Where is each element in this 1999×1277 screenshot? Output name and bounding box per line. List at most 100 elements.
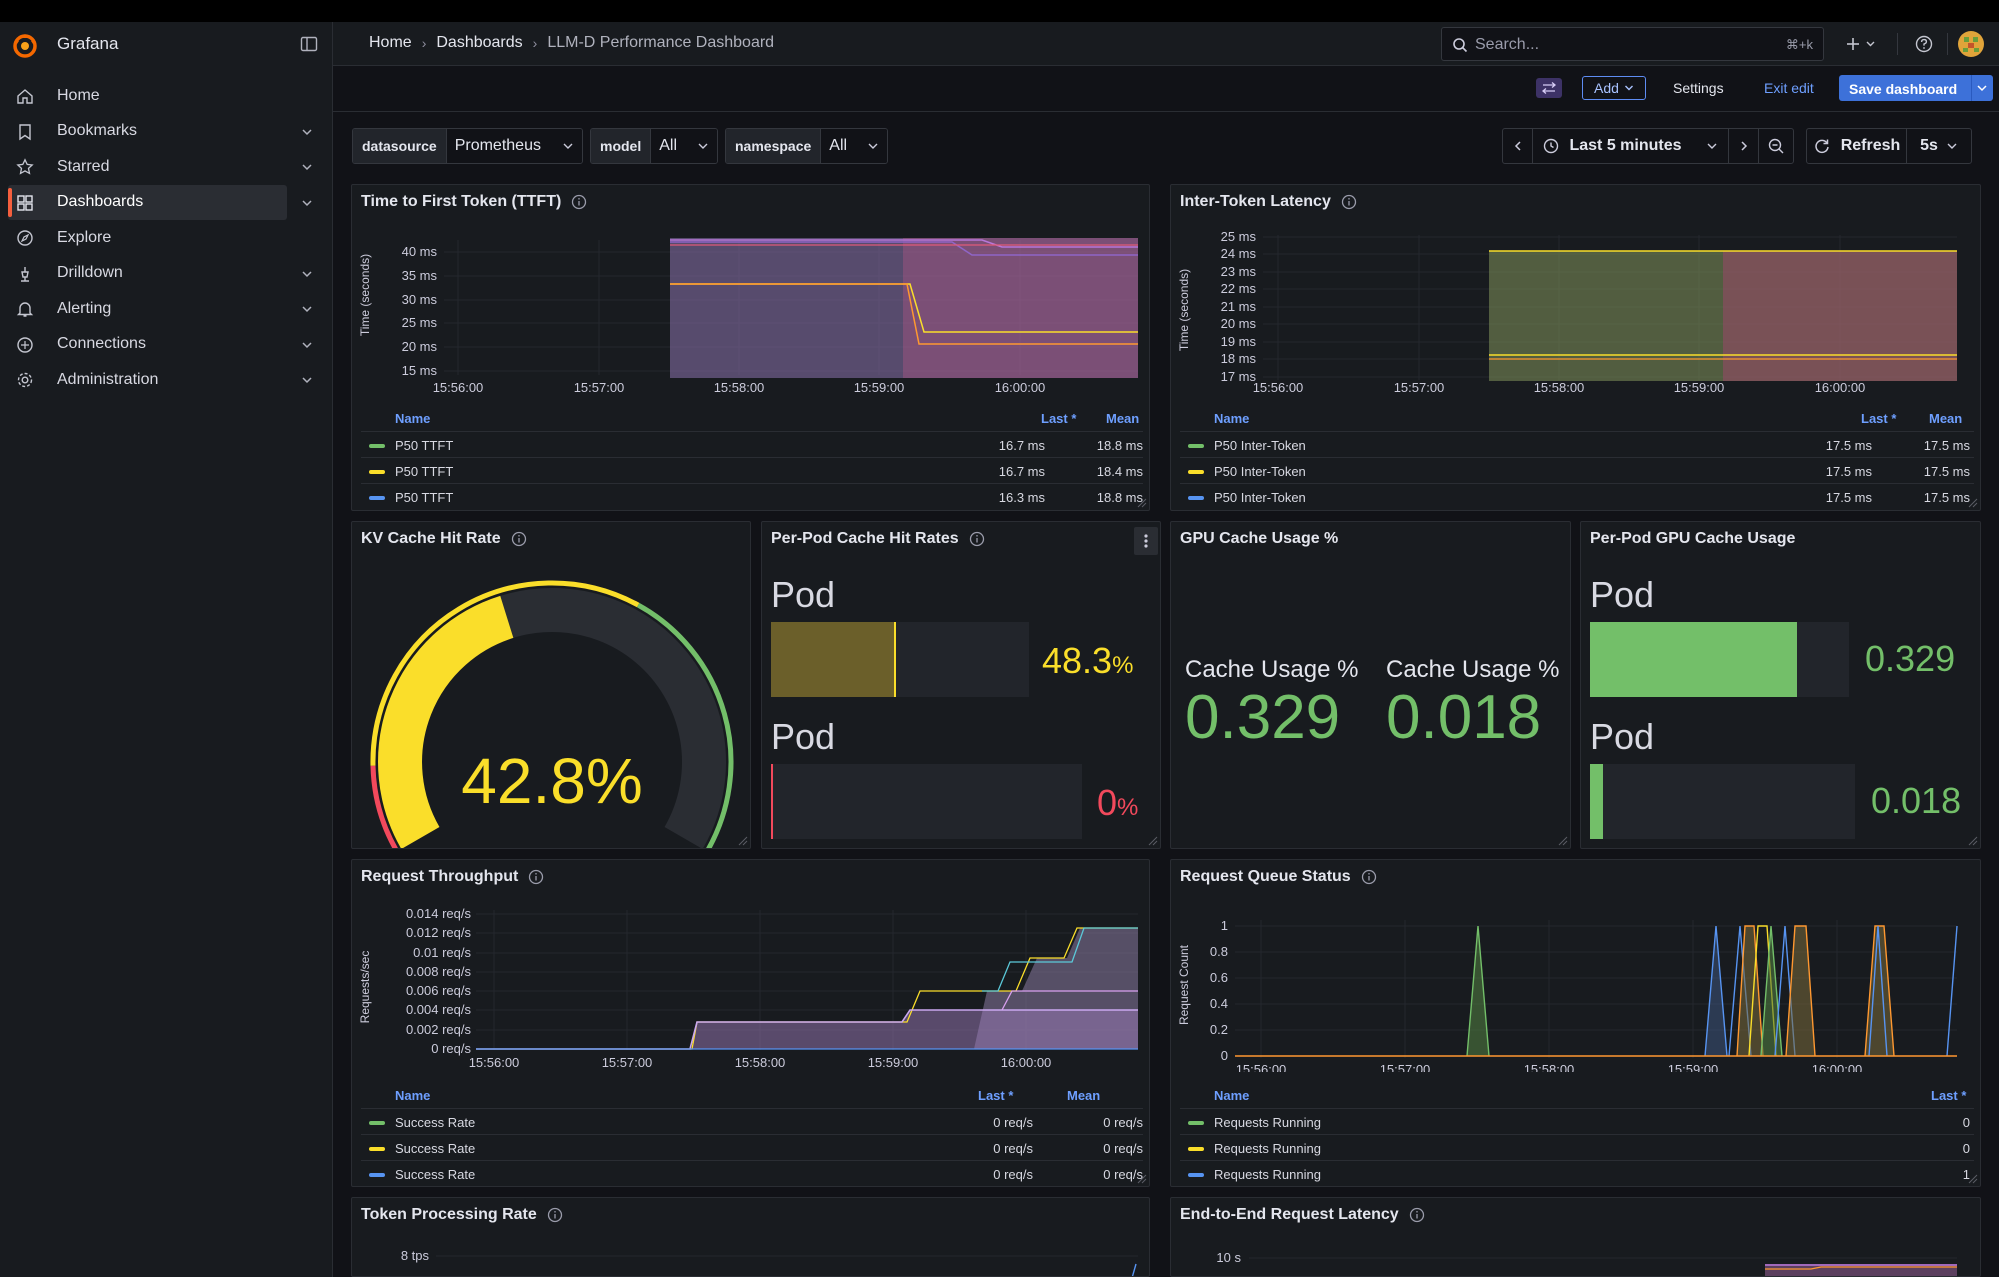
resize-handle-icon[interactable] — [1137, 1174, 1147, 1184]
panel-title[interactable]: Per-Pod Cache Hit Rates — [771, 530, 985, 548]
exit-edit-button[interactable]: Exit edit — [1764, 80, 1814, 96]
legend-col-last[interactable]: Last * — [1041, 411, 1077, 426]
sidebar-item-alerting[interactable]: Alerting — [0, 291, 333, 327]
info-icon[interactable] — [1341, 194, 1357, 210]
legend-row[interactable]: P50 Inter-Token 17.5 ms 17.5 ms — [1180, 457, 1974, 483]
legend-col-mean[interactable]: Mean — [1067, 1088, 1101, 1103]
info-icon[interactable] — [969, 531, 985, 547]
legend-row[interactable]: Success Rate 0 req/s 0 req/s — [361, 1108, 1143, 1134]
legend-row[interactable]: P50 TTFT 16.3 ms 18.8 ms — [361, 483, 1143, 509]
legend-row[interactable]: Success Rate 0 req/s 0 req/s — [361, 1134, 1143, 1160]
legend-col-last[interactable]: Last * — [978, 1088, 1014, 1103]
search-input[interactable] — [1475, 34, 1755, 56]
time-range-picker[interactable]: Last 5 minutes — [1533, 129, 1729, 163]
panel-menu-button[interactable] — [1134, 527, 1158, 555]
variable-select[interactable]: All — [651, 129, 718, 163]
variable-select[interactable]: Prometheus — [446, 129, 582, 163]
resize-handle-icon[interactable] — [1137, 498, 1147, 508]
resize-handle-icon[interactable] — [1968, 836, 1978, 846]
breadcrumb-dashboards[interactable]: Dashboards — [436, 34, 523, 51]
new-menu-button[interactable] — [1845, 32, 1879, 56]
legend-col-name[interactable]: Name — [395, 411, 431, 426]
sidebar-item-home[interactable]: Home — [0, 78, 333, 114]
panel-title[interactable]: End-to-End Request Latency — [1180, 1206, 1425, 1224]
chevron-down-icon[interactable] — [1975, 81, 1989, 95]
info-icon[interactable] — [1361, 869, 1377, 885]
kv-gauge[interactable] — [352, 562, 751, 849]
resize-handle-icon[interactable] — [1558, 836, 1568, 846]
legend-row[interactable]: P50 Inter-Token 17.5 ms 17.5 ms — [1180, 431, 1974, 457]
settings-button[interactable]: Settings — [1673, 80, 1724, 96]
resize-handle-icon[interactable] — [1968, 498, 1978, 508]
ttft-chart[interactable]: Time (seconds) 40 ms 35 ms 30 ms 25 ms 2… — [352, 225, 1150, 395]
throughput-chart[interactable]: Requests/sec 0.014 req/s 0.012 req/s 0.0… — [352, 900, 1150, 1072]
chevron-down-icon[interactable] — [300, 267, 314, 281]
sidebar-item-label: Bookmarks — [57, 122, 138, 140]
panel-title[interactable]: Inter-Token Latency — [1180, 193, 1357, 211]
legend-row[interactable]: Success Rate 0 req/s 0 req/s — [361, 1160, 1143, 1186]
legend-row[interactable]: Requests Running 1 — [1180, 1160, 1974, 1186]
resize-handle-icon[interactable] — [1968, 1174, 1978, 1184]
panel-title[interactable]: KV Cache Hit Rate — [361, 530, 527, 548]
clock-icon — [1544, 138, 1559, 154]
dock-menu-icon[interactable] — [299, 34, 319, 54]
info-icon[interactable] — [511, 531, 527, 547]
info-icon[interactable] — [547, 1207, 563, 1223]
legend-col-name[interactable]: Name — [1214, 1088, 1250, 1103]
panel-title[interactable]: Per-Pod GPU Cache Usage — [1590, 530, 1795, 548]
resize-handle-icon[interactable] — [1148, 836, 1158, 846]
sidebar-item-starred[interactable]: Starred — [0, 149, 333, 185]
panel-title[interactable]: Token Processing Rate — [361, 1206, 563, 1224]
sidebar-item-drilldown[interactable]: Drilldown — [0, 256, 333, 292]
chevron-down-icon[interactable] — [300, 338, 314, 352]
panel-title[interactable]: Request Throughput — [361, 868, 544, 886]
breadcrumb-home[interactable]: Home — [369, 34, 412, 51]
grafana-logo-icon[interactable] — [12, 32, 38, 58]
panel-title[interactable]: Time to First Token (TTFT) — [361, 193, 587, 211]
legend-col-last[interactable]: Last * — [1861, 411, 1897, 426]
info-icon[interactable] — [528, 869, 544, 885]
legend-row[interactable]: P50 Inter-Token 17.5 ms 17.5 ms — [1180, 483, 1974, 509]
legend-row[interactable]: P50 TTFT 16.7 ms 18.8 ms — [361, 431, 1143, 457]
time-back-button[interactable] — [1503, 129, 1533, 163]
refresh-interval-select[interactable]: 5s — [1907, 129, 1971, 163]
search-box[interactable]: ⌘+k — [1441, 27, 1824, 61]
info-icon[interactable] — [1409, 1207, 1425, 1223]
sidebar-item-bookmarks[interactable]: Bookmarks — [0, 114, 333, 150]
legend-row[interactable]: Requests Running 0 — [1180, 1134, 1974, 1160]
legend-col-name[interactable]: Name — [395, 1088, 431, 1103]
chevron-down-icon[interactable] — [300, 302, 314, 316]
chevron-down-icon[interactable] — [300, 125, 314, 139]
help-icon[interactable] — [1914, 34, 1934, 54]
token-rate-chart[interactable]: 8 tps — [352, 1238, 1150, 1277]
sidebar-item-administration[interactable]: Administration — [0, 362, 333, 398]
legend-col-name[interactable]: Name — [1214, 411, 1250, 426]
avatar[interactable] — [1958, 31, 1984, 57]
save-dashboard-button[interactable]: Save dashboard — [1839, 75, 1993, 101]
sidebar-item-connections[interactable]: Connections — [0, 327, 333, 363]
chevron-down-icon[interactable] — [300, 373, 314, 387]
panel-title[interactable]: GPU Cache Usage % — [1180, 530, 1338, 548]
chevron-down-icon[interactable] — [300, 160, 314, 174]
panel-title[interactable]: Request Queue Status — [1180, 868, 1377, 886]
legend-row[interactable]: Requests Running 0 — [1180, 1108, 1974, 1134]
queue-chart[interactable]: Request Count 1 0.8 0.6 0.4 0.2 0 — [1171, 900, 1981, 1072]
e2e-chart[interactable]: 10 s — [1171, 1238, 1981, 1277]
bar-fill — [1590, 622, 1798, 697]
legend-col-mean[interactable]: Mean — [1929, 411, 1963, 426]
chevron-down-icon[interactable] — [300, 196, 314, 210]
resize-handle-icon[interactable] — [738, 836, 748, 846]
info-icon[interactable] — [571, 194, 587, 210]
refresh-button[interactable]: Refresh — [1807, 129, 1907, 163]
legend-col-last[interactable]: Last * — [1931, 1088, 1967, 1103]
add-button[interactable]: Add — [1582, 76, 1646, 100]
toggle-edit-pane-button[interactable] — [1536, 78, 1562, 98]
time-forward-button[interactable] — [1729, 129, 1759, 163]
sidebar-item-dashboards[interactable]: Dashboards — [8, 184, 312, 220]
sidebar-item-explore[interactable]: Explore — [0, 220, 333, 256]
itl-chart[interactable]: Time (seconds) 25 ms 24 ms 23 ms 22 ms 2… — [1171, 225, 1981, 395]
legend-row[interactable]: P50 TTFT 16.7 ms 18.4 ms — [361, 457, 1143, 483]
variable-select[interactable]: All — [821, 129, 888, 163]
zoom-out-button[interactable] — [1759, 129, 1793, 163]
legend-col-mean[interactable]: Mean — [1106, 411, 1140, 426]
